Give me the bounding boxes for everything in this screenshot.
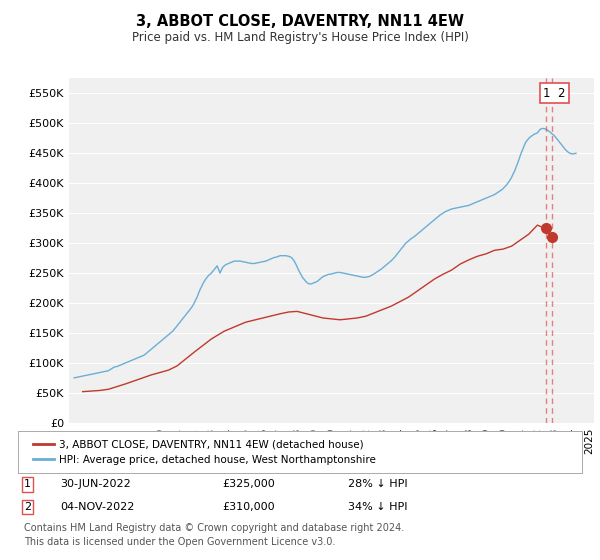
- Text: Contains HM Land Registry data © Crown copyright and database right 2024.: Contains HM Land Registry data © Crown c…: [24, 523, 404, 533]
- Text: 34% ↓ HPI: 34% ↓ HPI: [348, 502, 407, 512]
- Text: 2: 2: [24, 502, 31, 512]
- Text: This data is licensed under the Open Government Licence v3.0.: This data is licensed under the Open Gov…: [24, 536, 335, 547]
- Text: 3, ABBOT CLOSE, DAVENTRY, NN11 4EW: 3, ABBOT CLOSE, DAVENTRY, NN11 4EW: [136, 14, 464, 29]
- Text: £325,000: £325,000: [222, 479, 275, 489]
- Text: Price paid vs. HM Land Registry's House Price Index (HPI): Price paid vs. HM Land Registry's House …: [131, 31, 469, 44]
- Text: 04-NOV-2022: 04-NOV-2022: [60, 502, 134, 512]
- Text: 28% ↓ HPI: 28% ↓ HPI: [348, 479, 407, 489]
- Text: 1  2: 1 2: [544, 87, 566, 100]
- Text: £310,000: £310,000: [222, 502, 275, 512]
- Text: 30-JUN-2022: 30-JUN-2022: [60, 479, 131, 489]
- Text: 1: 1: [24, 479, 31, 489]
- Legend: 3, ABBOT CLOSE, DAVENTRY, NN11 4EW (detached house), HPI: Average price, detache: 3, ABBOT CLOSE, DAVENTRY, NN11 4EW (deta…: [29, 436, 380, 469]
